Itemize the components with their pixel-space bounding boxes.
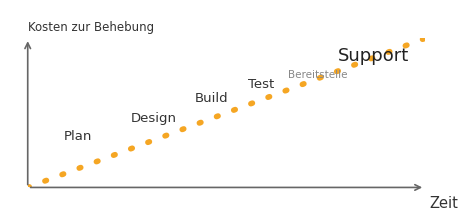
Text: Plan: Plan	[63, 130, 92, 143]
Text: Kosten zur Behebung: Kosten zur Behebung	[28, 21, 154, 34]
Text: Support: Support	[338, 47, 409, 65]
Text: Test: Test	[248, 78, 274, 91]
Text: Zeit: Zeit	[429, 196, 458, 211]
Text: Build: Build	[195, 92, 228, 105]
Text: Design: Design	[131, 112, 177, 125]
Text: Bereitstelle: Bereitstelle	[288, 70, 347, 80]
